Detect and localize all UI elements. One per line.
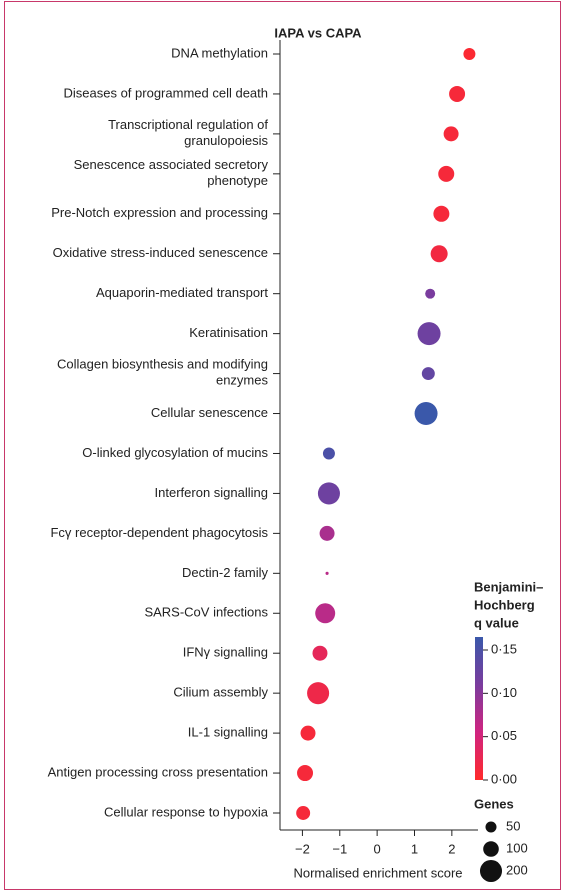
y-tick-label: Fcγ receptor-dependent phagocytosis	[50, 525, 268, 540]
y-tick-label: DNA methylation	[171, 45, 268, 60]
y-tick-label: IL-1 signalling	[188, 725, 268, 740]
x-axis-label: Normalised enrichment score	[293, 865, 462, 880]
colorbar-tick-label: 0·10	[491, 685, 517, 700]
colorbar-title: Benjamini–	[474, 579, 543, 594]
colorbar	[475, 637, 483, 780]
size-legend-label: 100	[506, 840, 528, 855]
dot	[317, 482, 340, 505]
dot	[430, 245, 448, 263]
dot	[421, 367, 435, 381]
y-tick-label: Oxidative stress-induced senescence	[53, 245, 268, 260]
x-tick-label: 0	[374, 841, 381, 856]
y-tick-label: SARS-CoV infections	[144, 605, 268, 620]
colorbar-title: Hochberg	[474, 597, 535, 612]
dot	[414, 402, 438, 426]
dot	[322, 447, 335, 460]
x-tick-label: 1	[411, 841, 418, 856]
y-tick-label: Senescence associated secretory phenotype	[74, 157, 269, 188]
dot	[312, 645, 328, 661]
y-tick-label: Cellular response to hypoxia	[104, 804, 269, 819]
x-tick-label: 2	[448, 841, 455, 856]
y-tick-label: Cellular senescence	[151, 405, 268, 420]
colorbar-tick-label: 0·00	[491, 771, 517, 786]
size-legend-title: Genes	[474, 796, 514, 811]
dot	[319, 525, 335, 541]
dot	[463, 48, 476, 60]
frame	[4, 1, 561, 890]
dot	[443, 126, 459, 142]
y-tick-label: Antigen processing cross presentation	[48, 764, 268, 779]
dot	[438, 165, 455, 182]
y-tick-label: Dectin-2 family	[182, 565, 268, 580]
dot	[449, 85, 466, 102]
dot	[425, 288, 436, 299]
dot	[297, 765, 314, 782]
y-tick-label: Collagen biosynthesis and modifying enzym…	[57, 357, 269, 388]
y-tick-label: Aquaporin-mediated transport	[96, 285, 268, 300]
y-tick-label: Transcriptional regulation of granulopoie…	[108, 117, 268, 148]
colorbar-tick-label: 0·05	[491, 728, 517, 743]
dot	[417, 322, 441, 346]
y-tick-label: Cilium assembly	[173, 685, 268, 700]
dot	[433, 205, 450, 222]
x-tick-label: −1	[332, 841, 347, 856]
dot	[296, 806, 311, 820]
y-tick-label: Keratinisation	[189, 325, 268, 340]
size-legend-label: 50	[506, 818, 520, 833]
size-legend-label: 200	[506, 862, 528, 877]
y-tick-label: Pre-Notch expression and processing	[51, 205, 268, 220]
dot	[300, 725, 316, 741]
y-tick-label: IFNγ signalling	[183, 645, 268, 660]
size-legend-dot	[479, 859, 503, 883]
size-legend-dot	[485, 821, 497, 833]
dot	[315, 603, 336, 624]
chart-title: IAPA vs CAPA	[274, 25, 362, 40]
size-legend-dot	[483, 841, 499, 857]
x-tick-label: −2	[295, 841, 310, 856]
y-tick-label: O-linked glycosylation of mucins	[82, 445, 268, 460]
dot	[325, 571, 329, 575]
y-tick-label: Diseases of programmed cell death	[64, 85, 269, 100]
colorbar-title: q value	[474, 615, 519, 630]
colorbar-tick-label: 0·15	[491, 641, 517, 656]
y-tick-label: Interferon signalling	[155, 485, 268, 500]
dot	[307, 682, 330, 705]
